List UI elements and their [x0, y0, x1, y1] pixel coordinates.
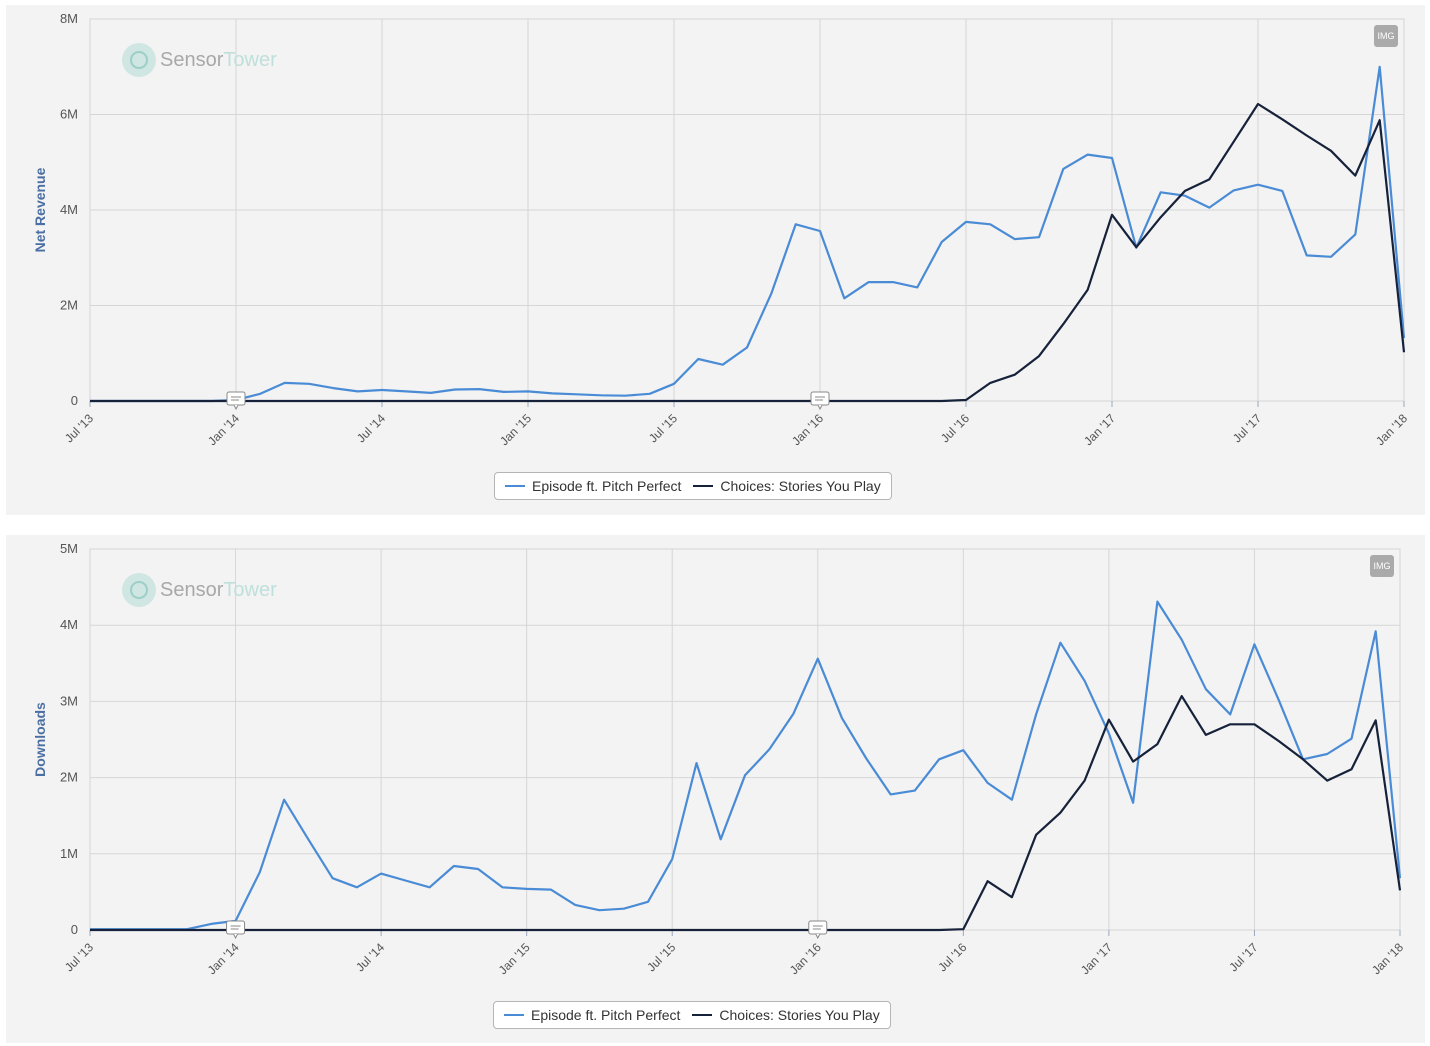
logo-text-2: Tower — [223, 48, 277, 71]
legend-swatch-choices — [692, 1014, 713, 1016]
export-image-button[interactable]: IMG — [1374, 25, 1398, 47]
sensortower-logo-icon — [122, 43, 156, 77]
series-line-episode[interactable] — [90, 600, 1402, 931]
y-tick-label: 8M — [60, 11, 78, 26]
legend-label-episode: Episode ft. Pitch Perfect — [531, 1007, 681, 1023]
x-tick-label: Jul '16 — [938, 411, 972, 445]
export-image-button[interactable]: IMG — [1370, 555, 1394, 577]
sensortower-logo-icon — [122, 573, 156, 607]
legend-swatch-episode — [505, 485, 525, 487]
annotation-flag-icon[interactable] — [226, 920, 246, 940]
revenue-chart: 0 2M 4M 6M 8M Jul '13 Jan '14 Jul '14 Jan '15 Jul… — [32, 11, 1410, 448]
downloads-chart-panel: 0 1M 2M 3M 4M 5M Jul '13 Jan '14 Jul '14 Jan '15 J… — [6, 535, 1425, 1043]
y-tick-label: 0 — [71, 922, 78, 937]
x-tick-label: Jan '15 — [497, 411, 534, 448]
annotation-flag-icon[interactable] — [226, 391, 246, 411]
x-tick-label: Jul '16 — [935, 940, 969, 974]
x-tick-label: Jul '17 — [1230, 411, 1264, 445]
downloads-legend: Episode ft. Pitch Perfect Choices: Stori… — [493, 1001, 891, 1029]
sensortower-logo: Sensor Tower — [122, 43, 277, 77]
sensortower-logo: Sensor Tower — [122, 573, 277, 607]
x-tick-label: Jan '16 — [789, 411, 826, 448]
legend-swatch-choices — [693, 485, 714, 487]
x-tick-label: Jan '16 — [787, 940, 824, 977]
x-tick-label: Jul '15 — [646, 411, 680, 445]
series-line-episode[interactable] — [90, 65, 1406, 403]
x-tick-label: Jul '15 — [644, 940, 678, 974]
annotation-flag-icon[interactable] — [808, 920, 828, 940]
legend-label-choices: Choices: Stories You Play — [720, 478, 881, 494]
y-axis-title: Downloads — [32, 702, 48, 777]
legend-item-choices[interactable]: Choices: Stories You Play — [692, 1007, 880, 1023]
x-tick-label: Jul '14 — [353, 940, 387, 974]
y-tick-label: 4M — [60, 617, 78, 632]
x-tick-label: Jan '14 — [205, 940, 242, 977]
x-tick-label: Jan '14 — [205, 411, 242, 448]
plot-area — [89, 548, 1401, 931]
x-tick-label: Jan '18 — [1369, 940, 1406, 977]
x-tick-label: Jan '17 — [1078, 940, 1115, 977]
x-tick-label: Jul '13 — [62, 411, 96, 445]
x-tick-label: Jul '14 — [354, 411, 388, 445]
y-tick-label: 0 — [71, 393, 78, 408]
legend-label-choices: Choices: Stories You Play — [719, 1007, 880, 1023]
logo-text-2: Tower — [223, 578, 277, 601]
legend-item-episode[interactable]: Episode ft. Pitch Perfect — [504, 1007, 680, 1023]
x-tick-label: Jul '17 — [1226, 940, 1260, 974]
legend-label-episode: Episode ft. Pitch Perfect — [532, 478, 682, 494]
y-tick-label: 2M — [60, 298, 78, 313]
legend-item-episode[interactable]: Episode ft. Pitch Perfect — [505, 478, 681, 494]
downloads-chart: 0 1M 2M 3M 4M 5M Jul '13 Jan '14 Jul '14 Jan '15 J… — [32, 541, 1406, 977]
y-axis-title: Net Revenue — [32, 167, 48, 252]
logo-text-1: Sensor — [160, 48, 224, 71]
legend-swatch-episode — [504, 1014, 524, 1016]
logo-text-1: Sensor — [160, 578, 224, 601]
y-tick-label: 5M — [60, 541, 78, 556]
y-tick-label: 6M — [60, 107, 78, 122]
y-tick-label: 4M — [60, 202, 78, 217]
annotation-flag-icon[interactable] — [810, 391, 830, 411]
series-line-choices[interactable] — [90, 102, 1406, 403]
x-tick-label: Jan '18 — [1373, 411, 1410, 448]
x-tick-label: Jul '13 — [62, 940, 96, 974]
x-tick-label: Jan '15 — [496, 940, 533, 977]
y-tick-label: 3M — [60, 693, 78, 708]
x-tick-label: Jan '17 — [1081, 411, 1118, 448]
revenue-chart-panel: 0 2M 4M 6M 8M Jul '13 Jan '14 Jul '14 Jan '15 Jul… — [6, 5, 1425, 515]
y-tick-label: 1M — [60, 846, 78, 861]
revenue-legend: Episode ft. Pitch Perfect Choices: Stori… — [494, 472, 892, 500]
y-tick-label: 2M — [60, 770, 78, 785]
legend-item-choices[interactable]: Choices: Stories You Play — [693, 478, 881, 494]
series-line-choices[interactable] — [90, 695, 1402, 932]
